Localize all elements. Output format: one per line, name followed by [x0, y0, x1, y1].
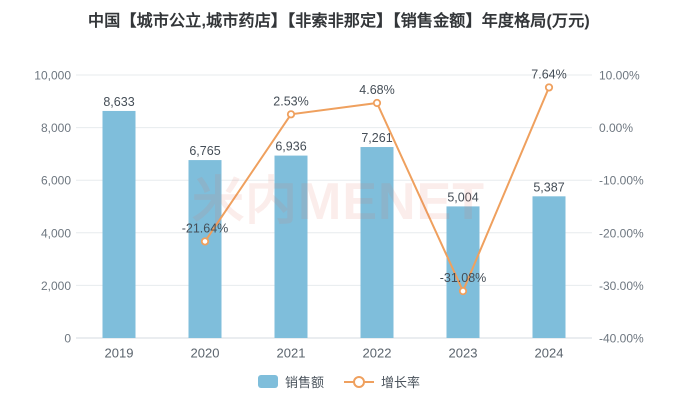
y-tick-label-left: 6,000 — [41, 174, 71, 188]
y-tick-label-left: 8,000 — [41, 121, 71, 135]
y-tick-label-right: -40.00% — [599, 332, 644, 346]
bar-value-label: 5,004 — [447, 190, 478, 204]
legend: 销售额 增长率 — [0, 372, 678, 391]
y-tick-label-right: 0.00% — [599, 121, 633, 135]
bar-value-label: 5,387 — [533, 180, 564, 194]
bar-value-label: 7,261 — [361, 131, 392, 145]
y-tick-label-left: 4,000 — [41, 226, 71, 240]
bar-value-label: 8,633 — [103, 95, 134, 109]
growth-marker-2020[interactable] — [200, 237, 210, 246]
growth-marker-2023[interactable] — [458, 286, 468, 296]
growth-value-label: -21.64% — [182, 221, 229, 235]
x-tick-label-2024: 2024 — [535, 346, 564, 361]
bar-2022[interactable] — [360, 147, 394, 338]
bar-2020[interactable] — [188, 160, 222, 338]
growth-value-label: 2.53% — [273, 94, 308, 108]
y-tick-label-right: -20.00% — [599, 226, 644, 240]
legend-label-growth: 增长率 — [381, 375, 421, 390]
x-tick-label-2021: 2021 — [277, 346, 306, 361]
bar-2024[interactable] — [532, 196, 566, 338]
x-tick-label-2022: 2022 — [363, 346, 392, 361]
bar-value-label: 6,765 — [189, 144, 220, 158]
y-tick-label-left: 2,000 — [41, 279, 71, 293]
bar-2021[interactable] — [274, 155, 308, 338]
growth-marker-2021[interactable] — [286, 110, 296, 119]
growth-marker-2024[interactable] — [544, 83, 554, 92]
chart-title: 中国【城市公立,城市药店】【非索非那定】【销售金额】年度格局(万元) — [88, 13, 590, 30]
x-tick-label-2023: 2023 — [449, 346, 478, 361]
legend-item-growth[interactable]: 增长率 — [344, 372, 420, 391]
line-swatch-circle — [353, 375, 365, 388]
bar-2023[interactable] — [446, 206, 480, 338]
y-tick-label-right: 10.00% — [599, 69, 640, 83]
bar-2019[interactable] — [102, 110, 136, 338]
bar-series-swatch — [257, 375, 278, 388]
growth-value-label: 7.64% — [531, 67, 566, 81]
growth-value-label: -31.08% — [440, 271, 487, 285]
legend-label-sales: 销售额 — [284, 375, 324, 390]
legend-item-sales[interactable]: 销售额 — [257, 372, 324, 391]
y-tick-label-left: 0 — [64, 332, 71, 346]
y-tick-label-right: -10.00% — [599, 174, 644, 188]
growth-value-label: 4.68% — [359, 83, 394, 97]
line-series-marker-icon — [344, 375, 374, 389]
y-tick-label-left: 10,000 — [34, 69, 71, 83]
x-tick-label-2019: 2019 — [105, 346, 134, 361]
bar-value-label: 6,936 — [275, 140, 306, 154]
y-tick-label-right: -30.00% — [599, 279, 644, 293]
x-tick-label-2020: 2020 — [191, 346, 220, 361]
growth-marker-2022[interactable] — [372, 98, 382, 108]
